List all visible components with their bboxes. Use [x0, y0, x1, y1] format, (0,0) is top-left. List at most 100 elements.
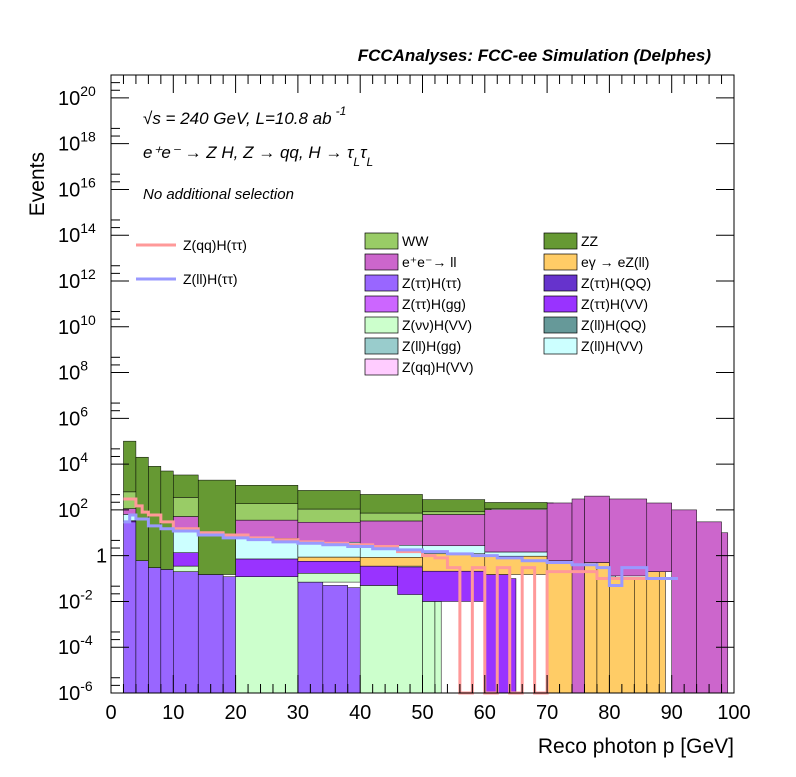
- legend-box-6: [365, 296, 398, 312]
- bar-1-5: [423, 601, 435, 693]
- legend-box-label-4: Z(ττ)H(ττ): [402, 275, 461, 291]
- x-tick-label-3: 30: [287, 702, 309, 724]
- bar-7-8: [360, 494, 422, 513]
- bar-5-3: [298, 522, 360, 542]
- legend-box-1: [544, 233, 577, 249]
- x-tick-label-8: 80: [598, 702, 620, 724]
- legend-box-label-0: WW: [402, 233, 429, 249]
- y-tick-exp-6: 6: [80, 403, 88, 419]
- y-tick-base-12: 10: [58, 134, 80, 156]
- y-tick-base-8: 10: [58, 317, 80, 339]
- x-tick-label-5: 50: [411, 702, 433, 724]
- bar-0-2: [148, 568, 160, 693]
- bar-3-1: [360, 557, 422, 566]
- bar-5-10: [609, 499, 646, 576]
- y-tick-base-0: 10: [58, 683, 80, 705]
- x-tick-label-2: 20: [224, 702, 246, 724]
- legend-box-label-12: Z(qq)H(VV): [402, 359, 474, 375]
- bar-0-4: [173, 572, 198, 693]
- bar-1-4: [360, 585, 422, 693]
- bar-7-3: [161, 471, 173, 569]
- x-tick-label-6: 60: [474, 702, 496, 724]
- legend-box-label-5: Z(ττ)H(QQ): [581, 275, 651, 291]
- bar-7-9: [423, 500, 485, 512]
- process-text: e⁺e⁻ → Z H, Z → qq, H → τ: [143, 143, 355, 162]
- x-tick-label-0: 0: [105, 702, 116, 724]
- y-tick-exp-12: 18: [80, 129, 96, 145]
- bar-6-3: [298, 509, 360, 522]
- x-tick-label-9: 90: [661, 702, 683, 724]
- bar-5-13: [697, 522, 722, 693]
- x-tick-label-4: 40: [349, 702, 371, 724]
- y-tick-exp-11: 16: [80, 174, 96, 190]
- y-axis-label: Events: [26, 152, 49, 216]
- bar-2-3: [298, 561, 360, 573]
- y-tick-exp-5: 4: [80, 449, 88, 465]
- legend-box-label-6: Z(ττ)H(gg): [402, 296, 466, 312]
- y-tick-base-2: 10: [58, 591, 80, 613]
- bar-3-10: [659, 568, 665, 693]
- bar-0-9: [298, 582, 323, 693]
- x-tick-label-7: 70: [536, 702, 558, 724]
- bar-0-3: [161, 569, 173, 693]
- tau1-subscript: L: [353, 155, 360, 169]
- x-tick-label-10: 100: [717, 702, 750, 724]
- chart-title: FCCAnalyses: FCC-ee Simulation (Delphes): [358, 46, 712, 65]
- bar-7-6: [236, 485, 298, 503]
- legend-box-9: [544, 317, 577, 333]
- y-tick-base-9: 10: [58, 271, 80, 293]
- bar-7-5: [198, 480, 235, 574]
- lumi-exponent: -1: [336, 104, 347, 118]
- bar-5-12: [672, 510, 697, 693]
- legend-box-12: [365, 359, 398, 375]
- legend-box-8: [365, 317, 398, 333]
- bar-6-5: [423, 512, 485, 515]
- bar-0-1: [136, 561, 148, 693]
- y-tick-exp-2: -2: [80, 586, 93, 602]
- legend-box-label-2: e⁺e⁻→ ll: [402, 254, 456, 270]
- legend-line-label-1: Z(ll)H(ττ): [183, 271, 238, 287]
- bar-2-5: [398, 567, 423, 595]
- y-tick-base-6: 10: [58, 408, 80, 430]
- bar-0-5: [198, 575, 223, 693]
- bar-5-6: [485, 510, 547, 552]
- y-tick-base-4: 10: [58, 500, 80, 522]
- bar-3-8: [634, 579, 646, 693]
- legend-box-4: [365, 275, 398, 291]
- bar-6-2: [236, 504, 298, 520]
- y-tick-exp-9: 12: [80, 266, 96, 282]
- legend-box-label-11: Z(ll)H(VV): [581, 338, 643, 354]
- bar-3-6: [597, 563, 609, 693]
- bar-7-0: [123, 441, 135, 492]
- bar-7-2: [148, 466, 160, 567]
- bar-1-2: [236, 577, 298, 693]
- bar-2-6: [423, 571, 485, 601]
- bar-7-10: [485, 502, 547, 508]
- bar-5-14: [722, 533, 728, 693]
- legend-box-10: [365, 338, 398, 354]
- bar-0-0: [123, 522, 135, 693]
- y-tick-label-3: 1: [96, 546, 107, 568]
- bar-3-0: [298, 557, 360, 561]
- bar-3-7: [609, 579, 634, 693]
- legend-box-label-8: Z(νν)H(VV): [402, 317, 472, 333]
- y-tick-base-11: 10: [58, 179, 80, 201]
- y-tick-exp-7: 8: [80, 358, 88, 374]
- bar-5-11: [647, 503, 672, 572]
- y-tick-exp-8: 10: [80, 312, 96, 328]
- x-tick-label-1: 10: [162, 702, 184, 724]
- bar-6-4: [360, 513, 422, 521]
- y-tick-exp-0: -6: [80, 678, 93, 694]
- y-tick-exp-10: 14: [80, 220, 96, 236]
- bar-5-4: [360, 521, 422, 545]
- bar-2-2: [236, 559, 298, 577]
- bar-5-9: [584, 496, 609, 562]
- tau2-subscript: L: [366, 155, 373, 169]
- energy-text: √s = 240 GeV, L=10.8 ab: [143, 109, 332, 128]
- y-tick-exp-13: 20: [80, 83, 96, 99]
- y-tick-base-7: 10: [58, 363, 80, 385]
- y-tick-base-5: 10: [58, 454, 80, 476]
- bar-1-6: [435, 601, 441, 693]
